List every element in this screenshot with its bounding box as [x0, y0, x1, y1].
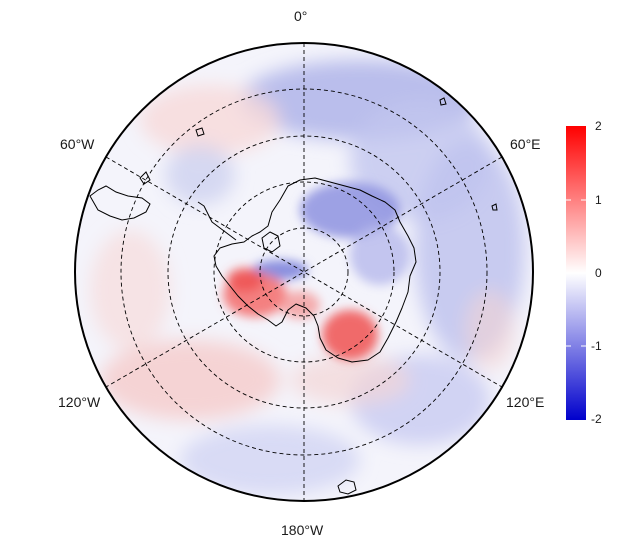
- colorbar-ticks: [566, 199, 586, 347]
- map-boundary: [74, 42, 534, 502]
- islands: [195, 97, 498, 495]
- colorbar-label-0: 0: [595, 266, 602, 280]
- antarctica-coastline: [197, 177, 417, 363]
- lon-label-60e: 60°E: [510, 136, 541, 152]
- colorbar: [566, 126, 586, 420]
- graticule: [105, 43, 503, 501]
- south-america-coastline: [89, 171, 151, 221]
- lon-label-0: 0°: [294, 8, 308, 24]
- colorbar-label-1: 1: [595, 193, 602, 207]
- colorbar-label-2: 2: [595, 119, 602, 133]
- lon-label-120w: 120°W: [58, 394, 101, 410]
- lon-label-180w: 180°W: [281, 522, 324, 538]
- lon-label-120e: 120°E: [506, 394, 545, 410]
- lon-label-60w: 60°W: [60, 136, 95, 152]
- anomaly-field: [75, 43, 533, 501]
- colorbar-label-neg1: -1: [591, 339, 602, 353]
- colorbar-label-neg2: -2: [591, 412, 602, 426]
